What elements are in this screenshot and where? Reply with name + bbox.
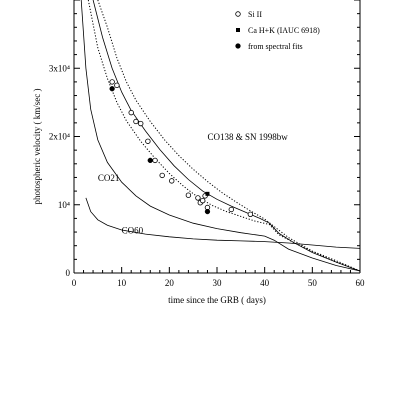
data-points: [109, 79, 254, 218]
open-circle-point: [152, 157, 158, 164]
open-circle-point: [185, 192, 192, 198]
x-tick-label: 10: [117, 278, 127, 288]
legend-label: Ca H+K (IAUC 6918): [248, 26, 320, 35]
open-circle-point: [247, 211, 254, 218]
y-tick-label: 10⁴: [58, 200, 70, 210]
open-circle-point: [109, 79, 115, 85]
legend-marker: [235, 43, 241, 49]
filled-circle-point: [147, 157, 153, 164]
x-tick-label: 30: [213, 278, 223, 288]
x-tick-label: 40: [260, 278, 270, 288]
co138-upper-curve: [97, 0, 360, 272]
legend-marker: [236, 28, 240, 32]
axes-frame: [73, 0, 361, 274]
y-tick-label: 0: [66, 268, 71, 278]
x-tick-label: 20: [165, 278, 175, 288]
curve-annotation: CO138 & SN 1998bw: [207, 132, 288, 142]
legend-label: from spectral fits: [248, 42, 303, 51]
co21-curve: [80, 0, 360, 272]
open-circle-point: [228, 206, 234, 213]
labels: 0 10 20 30 40 50 60 0 10⁴ 2x10⁴ 3x10⁴ time since th…: [32, 63, 365, 305]
x-tick-label: 60: [356, 278, 366, 288]
open-circle-point: [114, 82, 120, 89]
filled-circle-point: [204, 208, 211, 215]
filled-circle-point: [109, 86, 115, 92]
legend: Si II Ca H+K (IAUC 6918) from spectral fit…: [235, 10, 320, 51]
open-circle-point: [159, 172, 165, 179]
open-circle-point: [169, 178, 175, 184]
open-circle-point: [128, 109, 134, 116]
y-tick-label: 2x10⁴: [49, 132, 70, 142]
x-tick-label: 50: [308, 278, 318, 288]
open-circle-point: [133, 118, 139, 125]
legend-label: Si II: [248, 10, 262, 19]
curve-annotation: CO60: [122, 225, 144, 235]
y-axis-title: photospheric velocity ( km/sec ): [32, 89, 42, 205]
open-circle-point: [195, 195, 201, 201]
curve-annotation: CO21: [98, 173, 120, 183]
filled-square-point: [205, 191, 210, 196]
co60-curve: [85, 197, 360, 249]
open-circle-point: [199, 197, 206, 204]
open-circle-point: [145, 138, 151, 144]
x-axis-title: time since the GRB ( days): [168, 295, 266, 305]
x-tick-label: 0: [72, 278, 77, 288]
open-circle-point: [138, 120, 144, 127]
y-tick-label: 3x10⁴: [49, 63, 70, 73]
legend-marker: [235, 11, 241, 17]
